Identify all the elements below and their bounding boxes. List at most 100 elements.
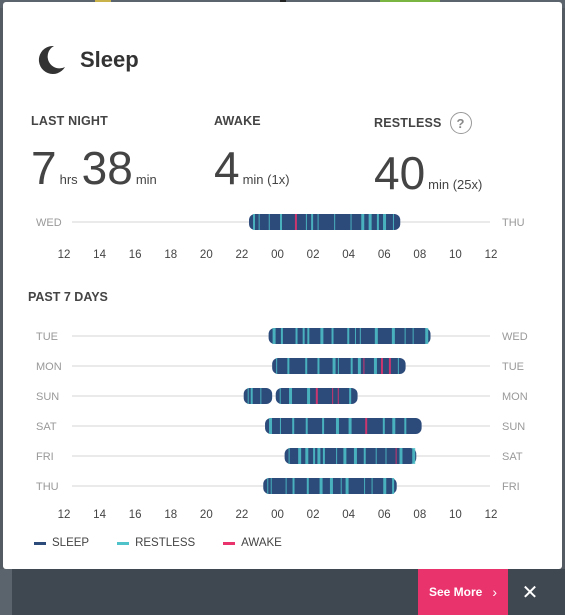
close-button[interactable]: ✕ (508, 569, 552, 615)
restless-mark (305, 214, 307, 230)
restless-mark (279, 388, 281, 404)
row-next-day-label: WED (502, 331, 528, 343)
x-tick-label: 20 (200, 509, 213, 521)
timeline-row: THU FRI (36, 478, 520, 494)
x-tick-label: 16 (129, 249, 142, 261)
timeline-row: FRI SAT (36, 448, 523, 464)
restless-mark (374, 328, 378, 344)
restless-mark (317, 214, 319, 230)
row-next-day-label: SAT (502, 451, 523, 463)
x-tick-label: 14 (93, 509, 106, 521)
see-more-label: See More (428, 585, 483, 599)
legend-awake: AWAKE (223, 537, 282, 549)
sleep-card (3, 2, 562, 569)
restless-number: 40 (374, 147, 426, 199)
restless-mark (292, 418, 295, 434)
restless-mark (391, 328, 395, 344)
restless-mark (317, 358, 320, 374)
restless-mark (388, 358, 391, 374)
restless-mark (347, 328, 350, 344)
row-day-label: FRI (36, 451, 54, 463)
chart-legend: SLEEP RESTLESS AWAKE (34, 537, 310, 549)
restless-mark (329, 478, 333, 494)
restless-mark (280, 328, 283, 344)
restless-mark (276, 358, 278, 374)
timeline-row: MON TUE (36, 358, 524, 374)
restless-mark (392, 418, 396, 434)
restless-mark (258, 214, 260, 230)
restless-label: RESTLESS (374, 116, 442, 130)
restless-mark (337, 388, 339, 404)
restless-mark (292, 478, 295, 494)
row-day-label: WED (36, 217, 62, 229)
awake-label: AWAKE (214, 114, 261, 128)
row-next-day-label: TUE (502, 361, 524, 373)
restless-mark (305, 358, 308, 374)
restless-mark (397, 358, 399, 374)
legend-sleep-label: SLEEP (52, 537, 90, 549)
restless-mark (305, 418, 308, 434)
restless-mark (412, 448, 416, 464)
sleep-bar (265, 418, 422, 434)
restless-mark (376, 214, 379, 230)
restless-mark (279, 418, 281, 434)
restless-mark (380, 358, 383, 374)
help-icon[interactable]: ? (449, 112, 472, 134)
awake-value: 4 min (1x) (214, 145, 294, 191)
restless-mark (322, 418, 325, 434)
row-next-day-label: FRI (502, 481, 520, 493)
restless-mark (359, 328, 361, 344)
restless-mark (317, 448, 321, 464)
restless-mark (288, 448, 290, 464)
x-tick-label: 12 (485, 249, 498, 261)
restless-mark (267, 478, 269, 494)
x-tick-label: 18 (164, 509, 177, 521)
restless-mark (373, 358, 377, 374)
restless-mark (364, 478, 366, 494)
restless-mark (334, 214, 336, 230)
restless-mark (322, 448, 325, 464)
restless-value: 40 min (25x) (374, 150, 486, 196)
restless-mark (404, 328, 406, 344)
restless-mark (350, 214, 352, 230)
restless-mark (279, 214, 282, 230)
restless-mark (354, 328, 356, 344)
restless-mark (285, 478, 287, 494)
restless-mark (320, 328, 324, 344)
timeline-row: TUE WED (36, 328, 528, 344)
x-tick-label: 14 (93, 249, 106, 261)
restless-mark (399, 448, 403, 464)
row-day-label: TUE (36, 331, 58, 343)
row-next-day-label: MON (502, 391, 528, 403)
restless-mark (336, 448, 338, 464)
legend-sleep: SLEEP (34, 537, 89, 549)
restless-mark (332, 388, 334, 404)
restless-mark (385, 448, 387, 464)
restless-mark (335, 418, 339, 434)
x-tick-label: 08 (413, 249, 426, 261)
card-header: Sleep (34, 42, 139, 78)
restless-mark (412, 328, 414, 344)
restless-mark (383, 478, 387, 494)
restless-mark (250, 388, 253, 404)
hours-value: 7 (31, 142, 57, 194)
see-more-button[interactable]: See More › (418, 569, 508, 615)
x-tick-label: 02 (307, 509, 320, 521)
restless-mark (353, 448, 357, 464)
restless-mark (287, 358, 290, 374)
restless-mark (307, 388, 311, 404)
restless-mark (425, 328, 429, 344)
restless-mark (383, 214, 387, 230)
restless-mark (253, 214, 256, 230)
restless-mark (343, 448, 347, 464)
chevron-right-icon: › (492, 584, 498, 600)
x-tick-label: 18 (164, 249, 177, 261)
restless-stat: RESTLESS ? (374, 112, 472, 134)
restless-mark (350, 358, 353, 374)
moon-icon (38, 45, 65, 74)
x-tick-label: 00 (271, 249, 284, 261)
restless-mark (361, 214, 365, 230)
restless-mark (348, 418, 352, 434)
restless-mark (337, 358, 339, 374)
restless-mark (294, 214, 297, 230)
